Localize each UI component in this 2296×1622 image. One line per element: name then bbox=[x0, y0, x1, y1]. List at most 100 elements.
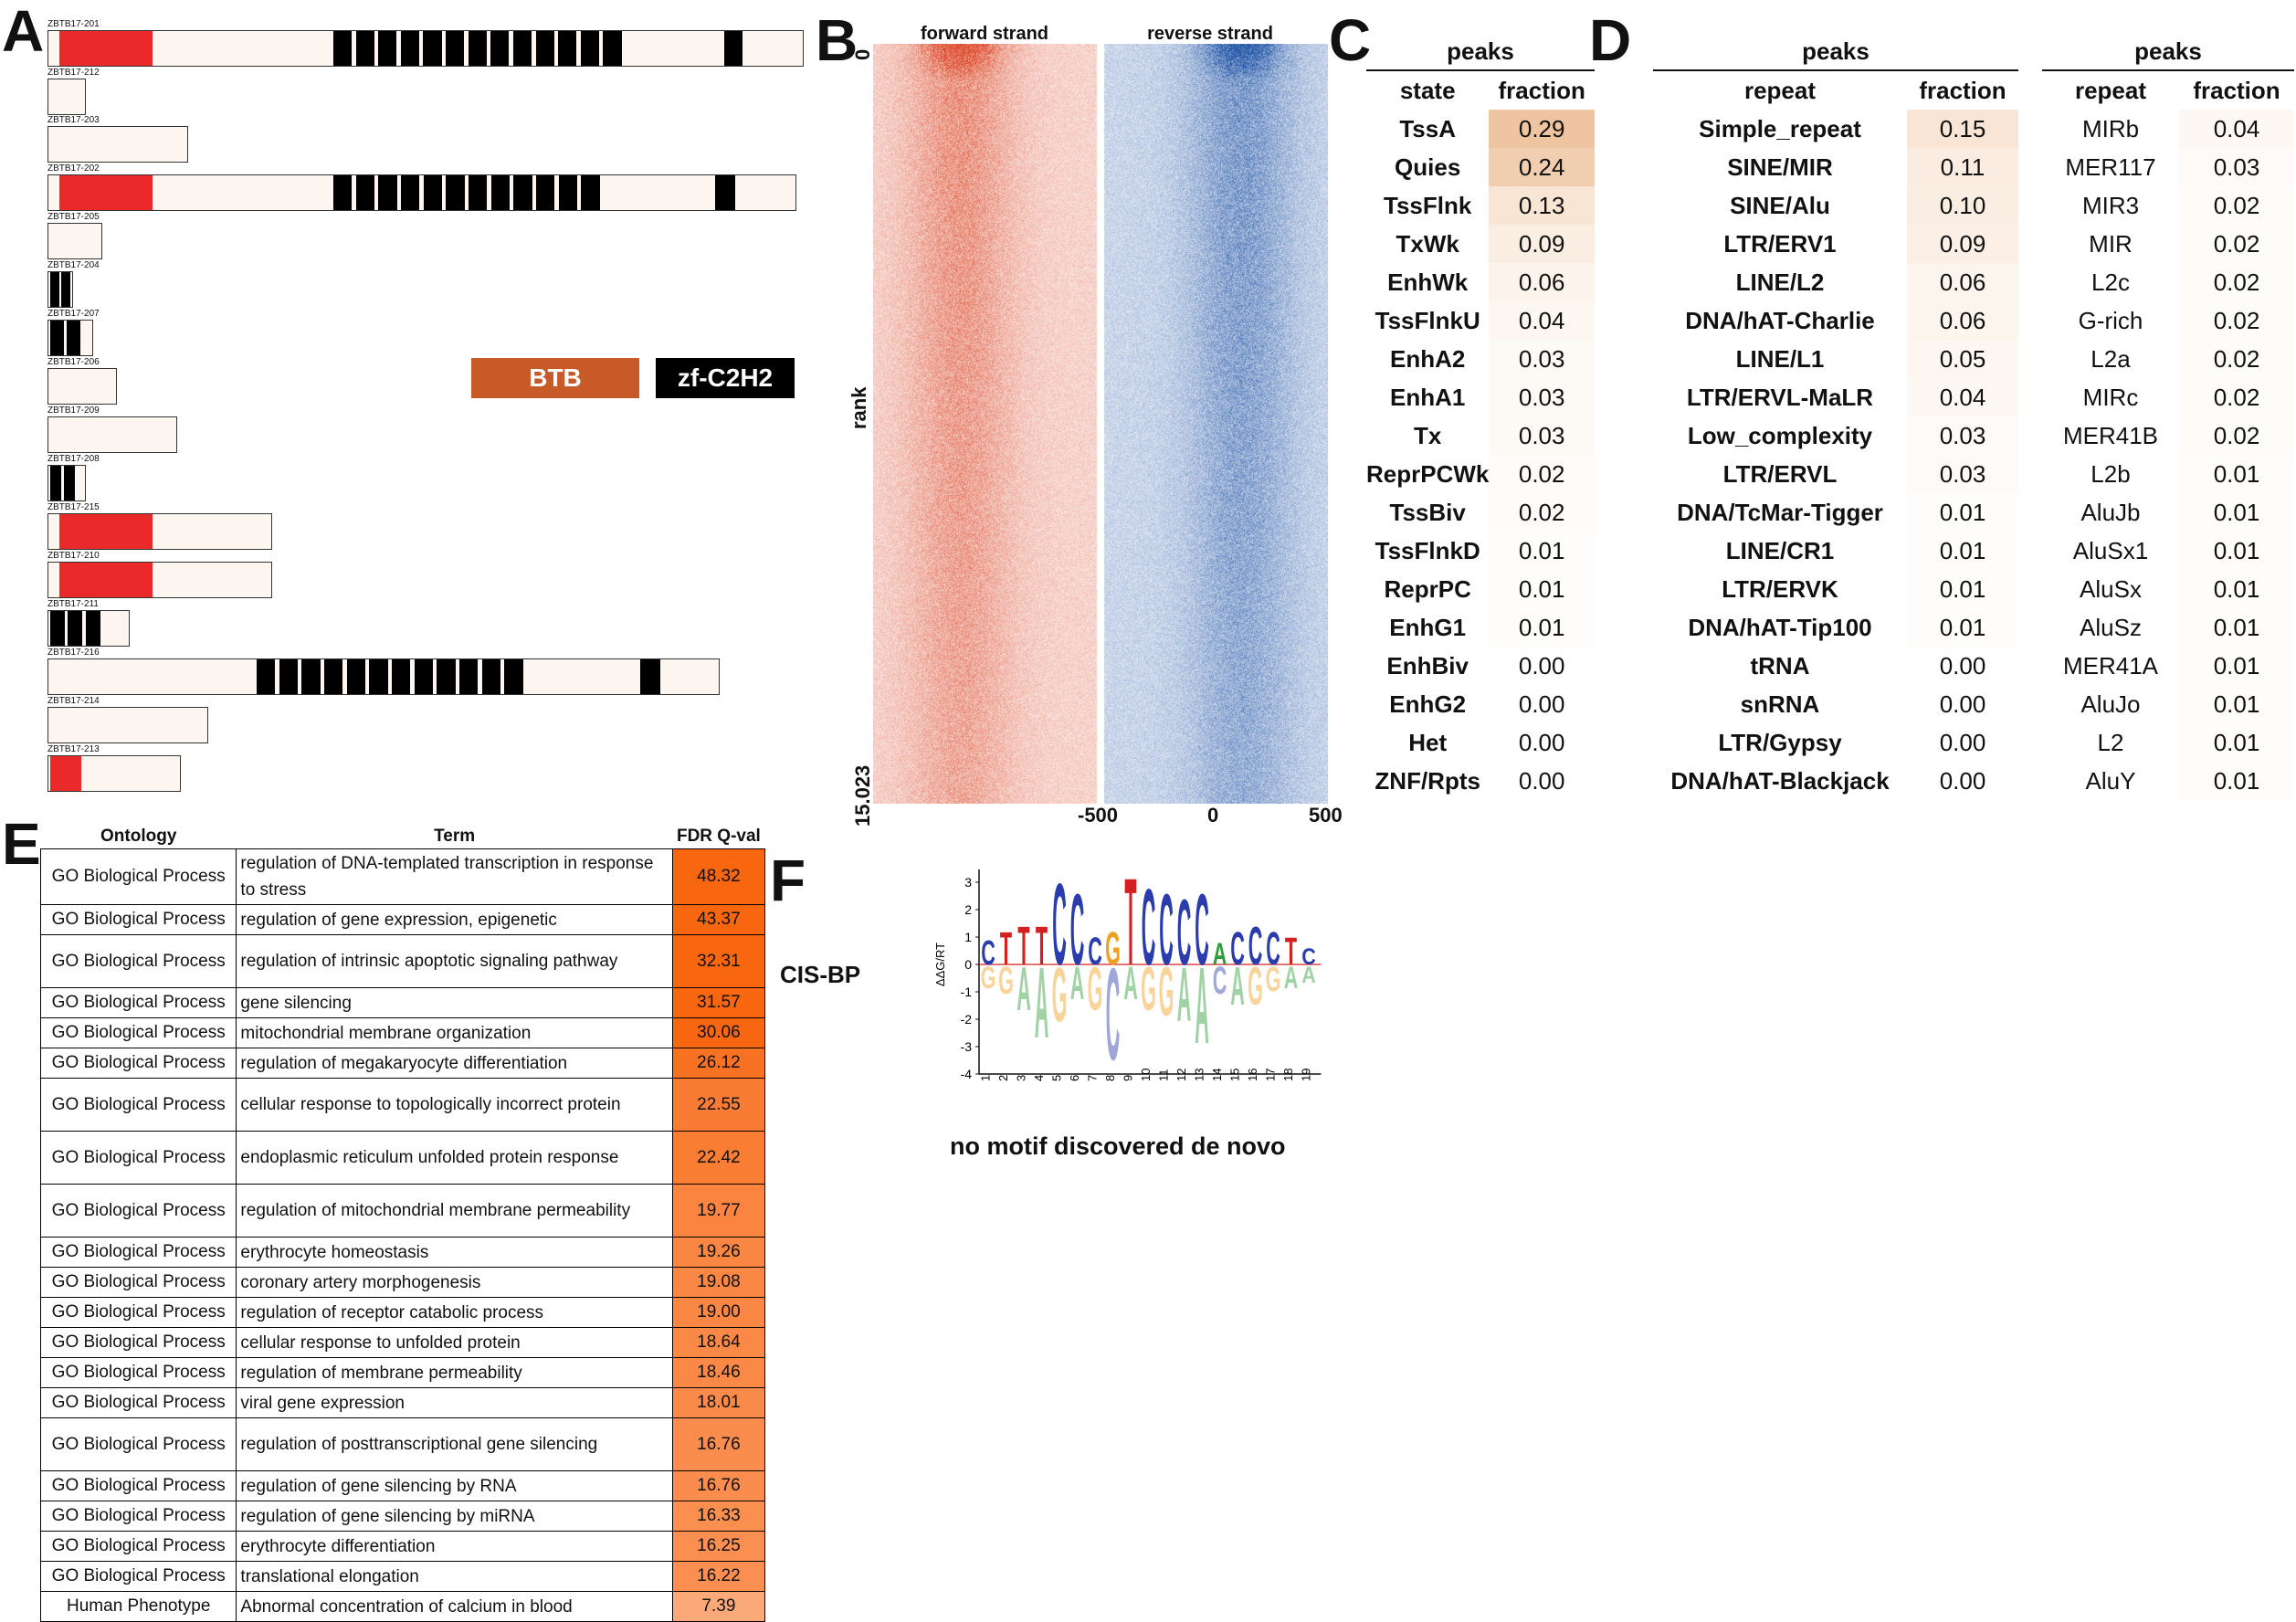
state-name: TssFlnkU bbox=[1374, 307, 1480, 334]
repeat-family-fraction: 0.10 bbox=[1907, 186, 2018, 225]
motif-x-tick: 14 bbox=[1210, 1069, 1224, 1081]
state-name: ZNF/Rpts bbox=[1374, 767, 1480, 795]
go-col-term: Term bbox=[434, 826, 476, 846]
repeat-subfamily-row: AluSx1 0.01 bbox=[2042, 532, 2294, 570]
zf-c2h2-domain bbox=[724, 31, 743, 66]
repeat-family-fraction: 0.06 bbox=[1907, 263, 2018, 301]
motif-x-tick: 17 bbox=[1263, 1069, 1277, 1081]
heatmap-y-bottom: 15.023 bbox=[851, 764, 874, 827]
go-term: cellular response to unfolded protein bbox=[236, 1327, 673, 1358]
repeat-subfamily-name: AluSx bbox=[2080, 575, 2142, 603]
motif-x-tick: 5 bbox=[1049, 1075, 1063, 1081]
cisbp-label: CIS-BP bbox=[780, 961, 861, 988]
repeat-family-name: LINE/CR1 bbox=[1725, 537, 1835, 564]
repeat-family-row: LINE/CR1 0.01 bbox=[1653, 532, 2018, 570]
zf-c2h2-domain bbox=[469, 175, 488, 210]
go-row: GO Biological Process erythrocyte homeost… bbox=[39, 1237, 766, 1268]
repeat-subfamily-fraction: 0.03 bbox=[2179, 148, 2294, 186]
go-ontology: GO Biological Process bbox=[39, 1267, 237, 1298]
motif-x-tick: 8 bbox=[1103, 1075, 1117, 1081]
repeat-subfamily-fraction: 0.01 bbox=[2179, 455, 2294, 493]
state-fraction: 0.09 bbox=[1489, 225, 1595, 263]
repeat-family-name: LINE/L2 bbox=[1735, 269, 1825, 296]
motif-letter-bottom: G bbox=[1248, 957, 1263, 1016]
go-ontology: GO Biological Process bbox=[39, 1078, 237, 1132]
isoform-label: ZBTB17-216 bbox=[47, 648, 100, 658]
motif-y-tick: 0 bbox=[964, 957, 972, 972]
repeat-subfamily-name: L2 bbox=[2097, 729, 2124, 756]
state-fraction: 0.13 bbox=[1489, 186, 1595, 225]
go-ontology: GO Biological Process bbox=[39, 1417, 237, 1471]
zf-c2h2-domain bbox=[346, 659, 365, 694]
isoform-transcript-box bbox=[47, 271, 73, 308]
repeat-family-fraction: 0.00 bbox=[1907, 685, 2018, 723]
zf-c2h2-domain bbox=[603, 31, 622, 66]
isoform-transcript-box bbox=[47, 30, 804, 67]
go-row: GO Biological Process viral gene expressi… bbox=[39, 1387, 766, 1418]
go-term: regulation of DNA-templated transcriptio… bbox=[236, 848, 673, 905]
go-ontology: Human Phenotype bbox=[39, 1591, 237, 1622]
repeat-family-fraction: 0.05 bbox=[1907, 340, 2018, 378]
state-name: EnhG2 bbox=[1389, 690, 1467, 718]
panel-letter-a: A bbox=[2, 0, 45, 64]
table-d1-col-repeat: repeat bbox=[1743, 77, 1817, 104]
repeat-subfamily-row: AluSz 0.01 bbox=[2042, 608, 2294, 647]
motif-letter-bottom: G bbox=[1141, 953, 1156, 1024]
go-row: GO Biological Process cellular response t… bbox=[39, 1078, 766, 1132]
isoform-label: ZBTB17-208 bbox=[47, 454, 100, 464]
repeat-family-fraction: 0.01 bbox=[1907, 608, 2018, 647]
repeat-subfamily-fraction: 0.01 bbox=[2179, 608, 2294, 647]
repeat-subfamily-row: AluJo 0.01 bbox=[2042, 685, 2294, 723]
zf-c2h2-domain bbox=[50, 272, 59, 307]
repeat-subfamily-fraction: 0.01 bbox=[2179, 723, 2294, 762]
heatmap-x-tick-neg500: -500 bbox=[1078, 804, 1119, 827]
heatmap-canvas bbox=[873, 44, 1328, 804]
motif-letter-top: T bbox=[1000, 924, 1012, 975]
repeat-family-name: Low_complexity bbox=[1687, 422, 1873, 449]
go-term: endoplasmic reticulum unfolded protein r… bbox=[236, 1131, 673, 1185]
repeat-subfamily-row: MER41A 0.01 bbox=[2042, 647, 2294, 685]
table-go-enrichment: Ontology Term FDR Q-val GO Biological Pr… bbox=[39, 824, 766, 1622]
repeat-family-fraction: 0.01 bbox=[1907, 532, 2018, 570]
panel-letter-d: D bbox=[1589, 7, 1632, 73]
go-ontology: GO Biological Process bbox=[39, 904, 237, 935]
repeat-subfamily-row: MER117 0.03 bbox=[2042, 148, 2294, 186]
repeat-family-fraction: 0.00 bbox=[1907, 647, 2018, 685]
repeat-family-fraction: 0.03 bbox=[1907, 455, 2018, 493]
go-ontology: GO Biological Process bbox=[39, 1131, 237, 1185]
motif-x-tick: 2 bbox=[996, 1075, 1010, 1081]
state-name: ReprPCWk bbox=[1366, 460, 1490, 488]
motif-letter-top: C bbox=[1266, 924, 1280, 975]
go-row: GO Biological Process regulation of postt… bbox=[39, 1417, 766, 1471]
go-term: regulation of membrane permeability bbox=[236, 1357, 673, 1388]
repeat-subfamily-row: L2 0.01 bbox=[2042, 723, 2294, 762]
repeat-subfamily-fraction: 0.01 bbox=[2179, 532, 2294, 570]
repeat-subfamily-fraction: 0.02 bbox=[2179, 263, 2294, 301]
motif-y-tick: -4 bbox=[961, 1067, 973, 1081]
state-row: ReprPCWk 0.02 bbox=[1366, 455, 1595, 493]
go-col-ontology: Ontology bbox=[100, 826, 177, 846]
repeat-subfamily-fraction: 0.01 bbox=[2179, 762, 2294, 800]
heatmap-x-tick-0: 0 bbox=[1207, 804, 1219, 827]
go-term: regulation of gene silencing by miRNA bbox=[236, 1501, 673, 1532]
motif-x-tick: 19 bbox=[1299, 1069, 1312, 1081]
state-name: EnhA2 bbox=[1390, 345, 1466, 373]
repeat-family-row: LTR/Gypsy 0.00 bbox=[1653, 723, 2018, 762]
zf-c2h2-domain bbox=[50, 611, 65, 646]
motif-letter-top: C bbox=[1088, 931, 1102, 974]
repeat-family-name: tRNA bbox=[1750, 652, 1810, 679]
state-fraction: 0.00 bbox=[1489, 647, 1595, 685]
motif-x-tick: 16 bbox=[1246, 1069, 1259, 1081]
motif-x-tick: 9 bbox=[1121, 1075, 1134, 1081]
go-ontology: GO Biological Process bbox=[39, 1387, 237, 1418]
go-term: Abnormal concentration of calcium in blo… bbox=[236, 1591, 673, 1622]
zf-c2h2-domain bbox=[715, 175, 735, 210]
go-fdr-q: 48.32 bbox=[671, 848, 766, 905]
isoform-transcript-box bbox=[47, 610, 130, 647]
state-name: Quies bbox=[1395, 153, 1461, 181]
state-fraction: 0.06 bbox=[1489, 263, 1595, 301]
go-fdr-q: 16.22 bbox=[671, 1561, 766, 1592]
zf-c2h2-domain bbox=[414, 659, 433, 694]
go-ontology: GO Biological Process bbox=[39, 1470, 237, 1501]
motif-y-tick: -3 bbox=[961, 1039, 973, 1054]
